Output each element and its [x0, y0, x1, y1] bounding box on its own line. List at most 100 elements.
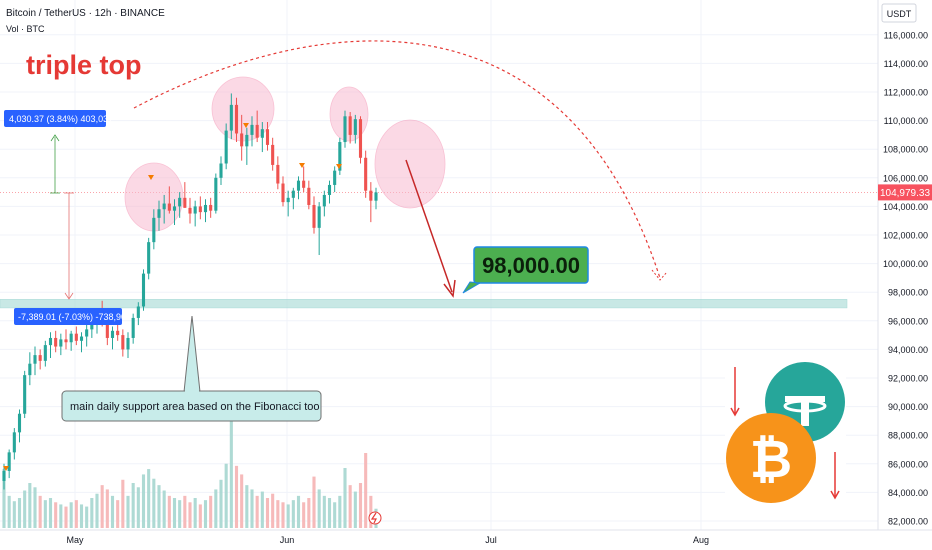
peak-marker [336, 164, 342, 169]
candle-body [59, 339, 63, 347]
price-tick-label: 86,000.00 [888, 459, 928, 469]
support-note-label: main daily support area based on the Fib… [70, 401, 320, 413]
time-axis: May Jun Jul Aug [66, 535, 709, 545]
projection-arc [133, 40, 661, 279]
currency-badge[interactable] [881, 3, 917, 23]
peak-marker [3, 466, 9, 471]
volume-bar [7, 495, 11, 528]
volume-bar [291, 500, 295, 528]
volume-bar [136, 487, 140, 528]
candle-body [286, 197, 290, 203]
candle-body [229, 104, 233, 131]
top-highlight-ellipse [374, 119, 446, 209]
price-tick-label: 104,000.00 [883, 202, 928, 212]
volume-bar [157, 485, 161, 528]
candle-body [265, 129, 270, 145]
candle-body [358, 119, 363, 158]
candle-body [147, 242, 151, 274]
candle-body [333, 170, 337, 185]
volume-bar [203, 500, 208, 528]
volume-bar [302, 502, 306, 528]
volume-bar [74, 500, 78, 528]
grid-lines [0, 0, 878, 530]
volume-bar [100, 485, 104, 528]
volume-bar [79, 504, 84, 528]
candle-body [255, 124, 259, 138]
target-price-label: 98,000.00 [482, 253, 580, 278]
volume-bar [116, 500, 120, 528]
candle-body [281, 183, 285, 203]
price-tick-label: 94,000.00 [888, 345, 928, 355]
price-tick-label: 88,000.00 [888, 431, 928, 441]
volume-bar [209, 495, 213, 528]
volume-bar [229, 408, 233, 528]
volume-bar [90, 498, 94, 528]
support-zone-band [0, 299, 848, 309]
volume-bar [105, 489, 109, 528]
candle-body [374, 192, 378, 201]
candle-body [121, 335, 125, 350]
volume-bar [265, 498, 270, 528]
candle-body [188, 207, 192, 214]
peak-marker [148, 175, 154, 180]
volume-bar [17, 498, 22, 528]
price-axis-panel[interactable] [878, 0, 932, 550]
volume-bar [224, 463, 228, 528]
candle-body [245, 134, 249, 147]
volume-bar [312, 476, 316, 528]
pattern-title: triple top [26, 50, 142, 80]
candle-body [276, 164, 280, 184]
candle-body [317, 206, 321, 228]
volume-bar [327, 498, 332, 528]
target-callout-box [473, 246, 589, 284]
price-tick-label: 102,000.00 [883, 231, 928, 241]
event-flash-icon[interactable] [368, 511, 382, 525]
candle-body [105, 322, 109, 338]
volume-bar [296, 495, 301, 528]
top-highlight-ellipse [329, 86, 369, 142]
volume-bar [338, 495, 342, 528]
candle-body [79, 336, 84, 341]
candle-body [219, 163, 223, 178]
candle-body [126, 337, 130, 350]
price-axis: 82,000.00 84,000.00 86,000.00 88,000.00 90,0… [883, 30, 928, 526]
candle-body [327, 184, 332, 195]
volume-bar [28, 483, 32, 528]
volume-bar [147, 469, 151, 528]
candle-body [167, 203, 171, 211]
candle-body [348, 116, 352, 135]
volume-bar [2, 469, 6, 528]
drawings [3, 40, 668, 471]
candle-body [33, 355, 37, 364]
svg-text:₿: ₿ [750, 431, 792, 489]
time-tick-label: May [66, 535, 84, 545]
volume-bar [281, 502, 285, 528]
candle-body [291, 190, 295, 198]
candle-body [48, 337, 53, 346]
volume-bar [271, 493, 275, 528]
candle-body [116, 330, 120, 336]
candle-body [90, 323, 94, 330]
target-arrow-head [443, 279, 456, 298]
candle-body [322, 194, 326, 207]
price-tick-label: 84,000.00 [888, 488, 928, 498]
volume-bar [193, 498, 197, 528]
volume-bar [260, 491, 264, 528]
last-price-label: 104,979.33 [880, 188, 930, 199]
chart-title: Bitcoin / TetherUS · 12h · BINANCE [6, 8, 165, 19]
candle-body [23, 375, 27, 414]
volume-bar [69, 502, 73, 528]
volume-bar [54, 502, 58, 528]
volume-bar [245, 485, 249, 528]
candle-body [178, 197, 182, 207]
volume-bar [152, 478, 156, 528]
volume-bar [38, 495, 42, 528]
volume-bar [214, 489, 218, 528]
volume-bar [276, 500, 280, 528]
volume-bar [307, 498, 311, 528]
peak-marker [299, 163, 305, 168]
volume-bar [348, 485, 352, 528]
volume-bar [131, 483, 135, 528]
candle-body [193, 206, 197, 214]
